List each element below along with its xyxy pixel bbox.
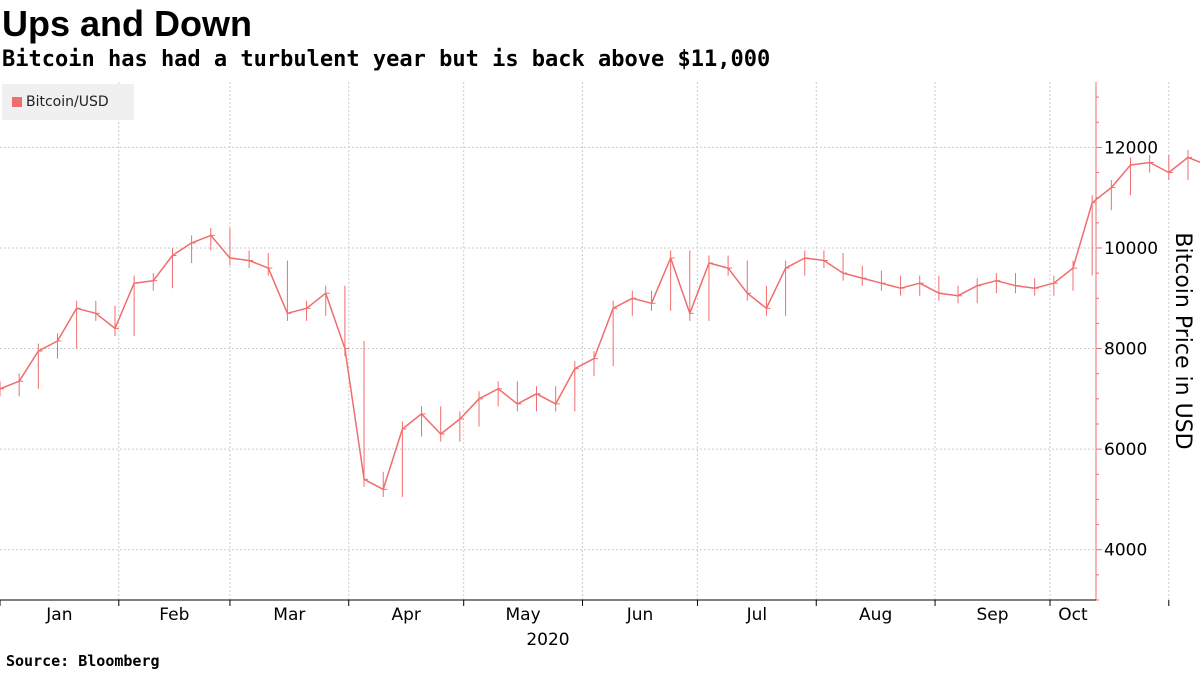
y-tick-label: 6000: [1104, 440, 1147, 460]
y-tick-label: 10000: [1104, 239, 1158, 259]
legend-swatch: [12, 97, 22, 107]
x-tick-label: Jul: [746, 605, 768, 625]
x-year-label: 2020: [526, 630, 569, 650]
chart-subtitle: Bitcoin has had a turbulent year but is …: [2, 47, 771, 72]
x-tick-label: Mar: [273, 605, 305, 625]
series-line: [0, 156, 1200, 491]
y-axis: 4000 6000 8000 10000 12000: [1095, 82, 1158, 601]
x-tick-label: Feb: [159, 605, 189, 625]
y-tick-label: 4000: [1104, 541, 1147, 561]
grid-lines: [0, 82, 1170, 600]
y-axis-title: Bitcoin Price in USD: [1170, 232, 1195, 449]
bitcoin-series: [0, 149, 1200, 497]
y-tick-label: 8000: [1104, 340, 1147, 360]
x-tick-label: May: [506, 605, 541, 625]
x-tick-label: Jan: [45, 605, 72, 625]
x-tick-label: Oct: [1058, 605, 1088, 625]
x-axis: Jan Feb Mar Apr May Jun Jul Aug Sep Oct 2020: [0, 599, 1170, 650]
chart-title: Ups and Down: [2, 3, 252, 44]
source-note: Source: Bloomberg: [6, 652, 160, 670]
x-tick-label: Jun: [626, 605, 654, 625]
x-tick-label: Aug: [859, 605, 892, 625]
y-tick-label: 12000: [1104, 138, 1158, 158]
legend: Bitcoin/USD: [2, 84, 134, 120]
legend-label: Bitcoin/USD: [26, 94, 109, 110]
x-tick-label: Sep: [977, 605, 1009, 625]
x-tick-label: Apr: [391, 605, 420, 625]
